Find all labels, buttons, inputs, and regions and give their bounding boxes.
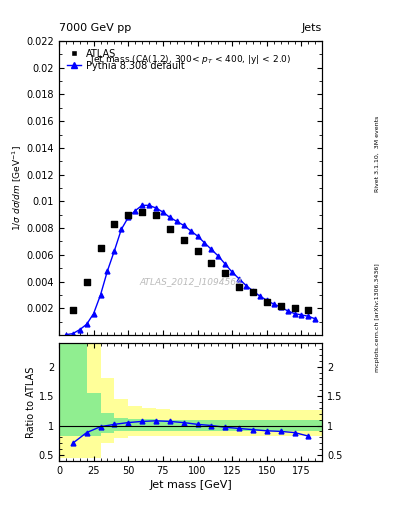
Pythia 8.308 default (202, 240, 207, 246)
Pythia 8.308 default (174, 218, 179, 224)
Pythia 8.308 default (126, 215, 130, 221)
ATLAS (208, 259, 215, 267)
ATLAS (291, 304, 298, 312)
Pythia 8.308 default (299, 312, 304, 318)
Pythia 8.308 default (272, 301, 276, 307)
Pythia 8.308 default (285, 308, 290, 314)
Legend: ATLAS, Pythia 8.308 default: ATLAS, Pythia 8.308 default (64, 46, 188, 74)
Pythia 8.308 default (244, 283, 248, 289)
Pythia 8.308 default (64, 332, 68, 338)
Pythia 8.308 default (209, 246, 214, 252)
Text: 7000 GeV pp: 7000 GeV pp (59, 23, 131, 33)
Pythia 8.308 default (105, 268, 110, 274)
ATLAS (167, 225, 173, 233)
Pythia 8.308 default (133, 207, 138, 214)
Pythia 8.308 default (251, 288, 255, 294)
ATLAS (277, 302, 284, 310)
Pythia 8.308 default (306, 313, 311, 319)
Pythia 8.308 default (147, 202, 151, 208)
Pythia 8.308 default (98, 292, 103, 298)
ATLAS (111, 220, 118, 228)
Line: Pythia 8.308 default: Pythia 8.308 default (63, 203, 318, 337)
X-axis label: Jet mass [GeV]: Jet mass [GeV] (149, 480, 232, 490)
ATLAS (153, 210, 159, 219)
Pythia 8.308 default (91, 310, 96, 316)
ATLAS (305, 306, 312, 314)
Pythia 8.308 default (70, 331, 75, 337)
Pythia 8.308 default (188, 228, 193, 234)
ATLAS (97, 244, 104, 252)
Pythia 8.308 default (160, 209, 165, 215)
Text: mcplots.cern.ch [arXiv:1306.3436]: mcplots.cern.ch [arXiv:1306.3436] (375, 263, 380, 372)
ATLAS (180, 236, 187, 244)
Pythia 8.308 default (181, 222, 186, 228)
Pythia 8.308 default (140, 202, 145, 208)
Pythia 8.308 default (167, 215, 172, 221)
Pythia 8.308 default (195, 233, 200, 239)
Text: Rivet 3.1.10,  3M events: Rivet 3.1.10, 3M events (375, 115, 380, 192)
Pythia 8.308 default (257, 293, 262, 300)
ATLAS (236, 283, 242, 291)
ATLAS (84, 278, 90, 286)
Pythia 8.308 default (278, 304, 283, 310)
Pythia 8.308 default (84, 321, 89, 327)
Pythia 8.308 default (216, 253, 221, 259)
ATLAS (250, 288, 256, 296)
Y-axis label: Ratio to ATLAS: Ratio to ATLAS (26, 366, 36, 438)
Pythia 8.308 default (112, 248, 117, 254)
Text: ATLAS_2012_I1094564: ATLAS_2012_I1094564 (139, 278, 242, 287)
Pythia 8.308 default (77, 327, 82, 333)
ATLAS (264, 297, 270, 306)
ATLAS (195, 247, 201, 255)
ATLAS (70, 306, 76, 314)
Text: Jet mass (CA(1.2), 300< $p_T$ < 400, |y| < 2.0): Jet mass (CA(1.2), 300< $p_T$ < 400, |y|… (90, 53, 291, 66)
Pythia 8.308 default (119, 226, 124, 232)
Pythia 8.308 default (223, 261, 228, 267)
Pythia 8.308 default (313, 316, 318, 322)
Pythia 8.308 default (237, 276, 241, 282)
Pythia 8.308 default (292, 310, 297, 316)
ATLAS (222, 269, 228, 278)
Y-axis label: $1/\sigma\ d\sigma/dm\ [\mathrm{GeV}^{-1}]$: $1/\sigma\ d\sigma/dm\ [\mathrm{GeV}^{-1… (10, 145, 24, 231)
ATLAS (125, 210, 131, 219)
Text: Jets: Jets (302, 23, 322, 33)
ATLAS (139, 208, 145, 216)
Pythia 8.308 default (230, 269, 235, 275)
Pythia 8.308 default (154, 205, 158, 211)
Pythia 8.308 default (264, 297, 269, 303)
